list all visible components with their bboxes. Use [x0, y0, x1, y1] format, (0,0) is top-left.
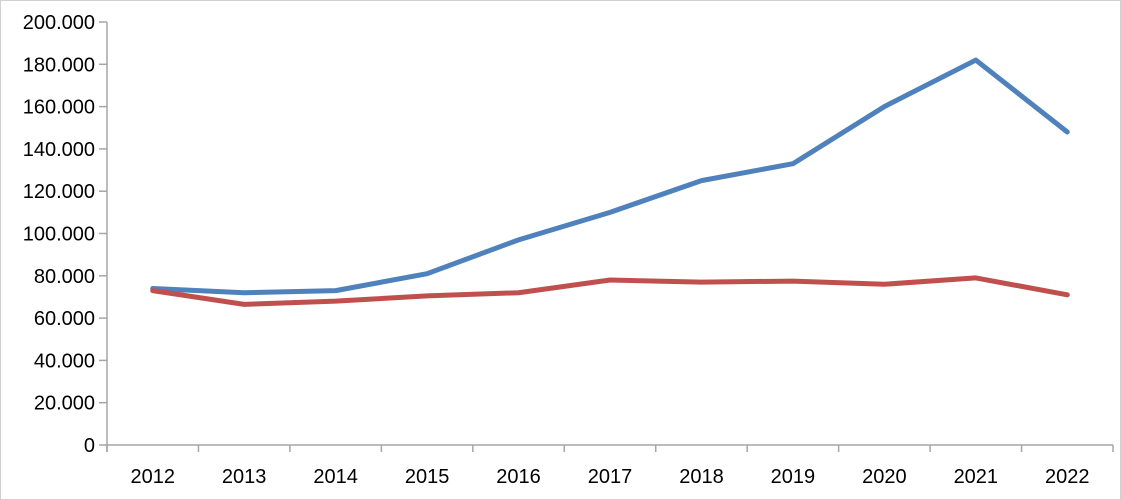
x-axis-tick-label: 2019 — [771, 466, 816, 488]
x-axis-tick-label: 2022 — [1045, 466, 1090, 488]
y-axis-tick-label: 160.000 — [23, 97, 95, 119]
y-axis-tick-label: 120.000 — [23, 181, 95, 203]
y-axis-tick-label: 200.000 — [23, 12, 95, 34]
blue-series-line — [150, 57, 1070, 296]
y-axis-tick-label: 140.000 — [23, 139, 95, 161]
x-axis-tick-label: 2018 — [679, 466, 724, 488]
y-axis-tick-label: 40.000 — [34, 350, 95, 372]
x-axis-tick-label: 2012 — [130, 466, 175, 488]
y-axis-tick-label: 20.000 — [34, 393, 95, 415]
x-axis-tick-label: 2014 — [313, 466, 358, 488]
y-axis-tick-label: 0 — [84, 435, 95, 457]
x-axis-tick-label: 2013 — [222, 466, 267, 488]
y-axis-tick-label: 60.000 — [34, 308, 95, 330]
y-axis-tick-label: 180.000 — [23, 54, 95, 76]
x-axis-tick-label: 2017 — [588, 466, 633, 488]
y-axis-tick-label: 100.000 — [23, 224, 95, 246]
red-series-line — [150, 275, 1070, 307]
y-axis-tick-label: 80.000 — [34, 266, 95, 288]
x-axis-tick-label: 2016 — [496, 466, 541, 488]
x-axis-tick-label: 2015 — [405, 466, 450, 488]
x-axis-tick-label: 2021 — [954, 466, 999, 488]
x-axis-tick-label: 2020 — [862, 466, 907, 488]
